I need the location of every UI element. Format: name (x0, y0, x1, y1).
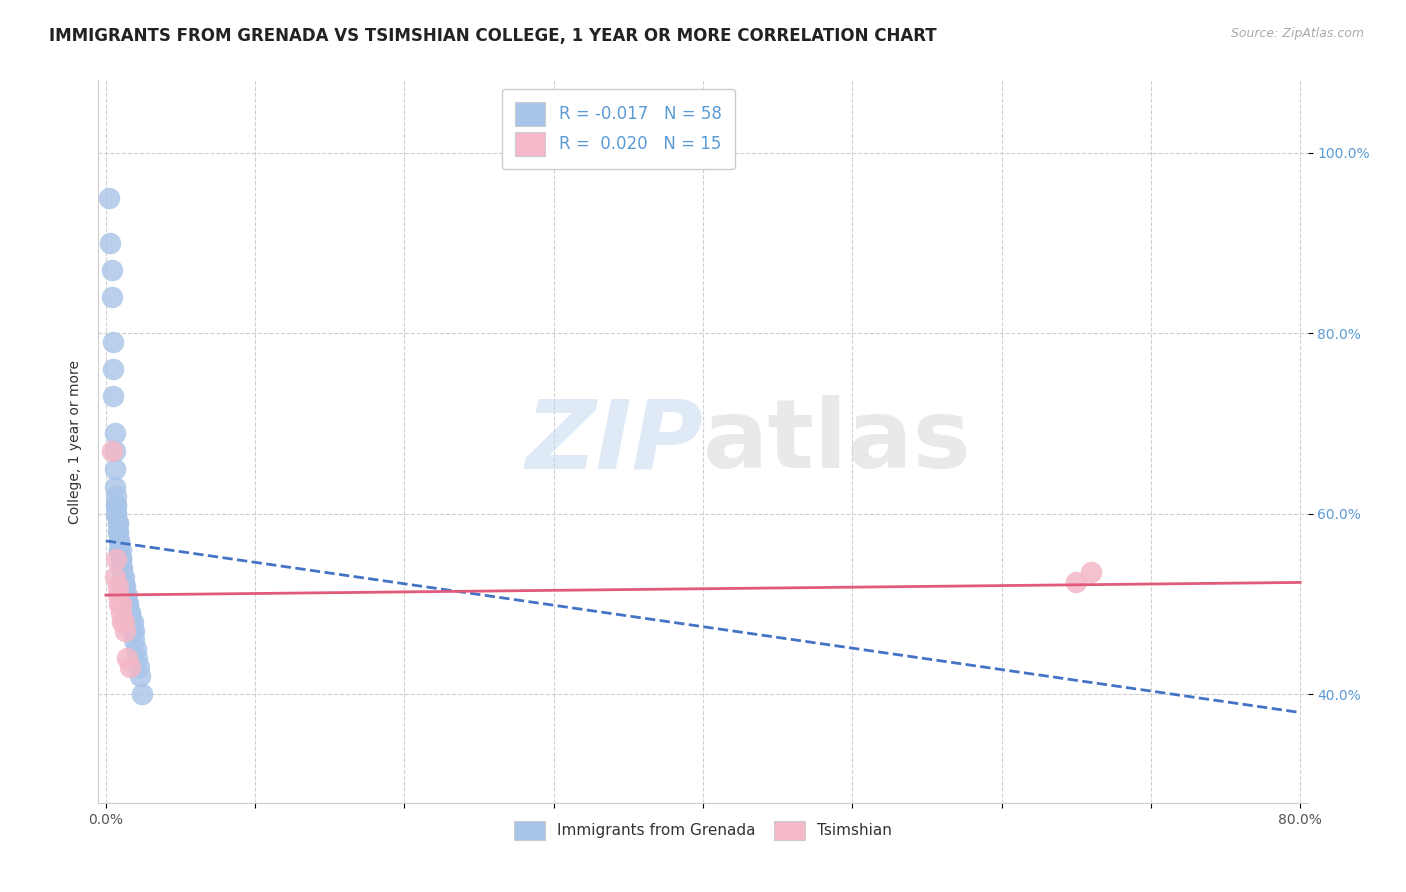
Point (107, 524, 129, 539)
Point (114, 588, 136, 602)
Point (114, 588, 136, 602)
Point (125, 642, 148, 657)
Point (101, 263, 124, 277)
Point (110, 552, 132, 566)
Point (97, 191, 120, 205)
Point (117, 606, 139, 620)
Point (104, 461, 127, 475)
Text: Source: ZipAtlas.com: Source: ZipAtlas.com (1230, 27, 1364, 40)
Point (101, 290, 124, 304)
Point (114, 579, 136, 593)
Point (129, 669, 152, 683)
Point (120, 615, 142, 630)
Point (112, 570, 135, 584)
Point (118, 660, 141, 674)
Point (115, 597, 138, 611)
Point (111, 570, 134, 584)
Point (105, 552, 128, 566)
Point (107, 524, 129, 539)
Point (112, 579, 135, 593)
Point (108, 533, 131, 548)
Y-axis label: College, 1 year or more: College, 1 year or more (67, 359, 82, 524)
Point (1080, 566, 1102, 580)
Point (104, 570, 127, 584)
Point (104, 480, 127, 494)
Point (104, 425, 127, 440)
Point (131, 687, 153, 701)
Point (105, 498, 128, 512)
Point (122, 624, 145, 639)
Point (111, 570, 134, 584)
Point (103, 335, 125, 350)
Point (104, 443, 127, 458)
Point (105, 507, 128, 521)
Point (115, 588, 138, 602)
Point (110, 552, 132, 566)
Point (118, 606, 141, 620)
Point (110, 542, 132, 557)
Text: ZIP: ZIP (524, 395, 703, 488)
Point (121, 624, 143, 639)
Point (111, 615, 134, 630)
Point (105, 489, 128, 503)
Point (110, 552, 132, 566)
Point (110, 606, 132, 620)
Point (122, 633, 145, 648)
Point (105, 498, 128, 512)
Text: IMMIGRANTS FROM GRENADA VS TSIMSHIAN COLLEGE, 1 YEAR OR MORE CORRELATION CHART: IMMIGRANTS FROM GRENADA VS TSIMSHIAN COL… (49, 27, 936, 45)
Point (111, 561, 134, 575)
Point (117, 597, 139, 611)
Point (107, 516, 129, 530)
Point (107, 579, 129, 593)
Point (108, 542, 131, 557)
Point (1064, 574, 1087, 589)
Point (108, 597, 131, 611)
Point (127, 651, 149, 665)
Point (120, 615, 142, 630)
Point (107, 516, 129, 530)
Point (115, 651, 138, 665)
Point (103, 389, 125, 403)
Point (112, 615, 135, 630)
Point (110, 597, 132, 611)
Point (98, 235, 121, 250)
Point (117, 597, 139, 611)
Point (110, 561, 132, 575)
Point (108, 542, 131, 557)
Point (107, 588, 129, 602)
Point (101, 443, 124, 458)
Point (108, 533, 131, 548)
Point (112, 579, 135, 593)
Point (105, 507, 128, 521)
Point (118, 606, 141, 620)
Point (128, 660, 150, 674)
Point (114, 624, 136, 639)
Point (103, 362, 125, 376)
Legend: Immigrants from Grenada, Tsimshian: Immigrants from Grenada, Tsimshian (508, 815, 898, 846)
Point (115, 597, 138, 611)
Point (121, 615, 143, 630)
Text: atlas: atlas (703, 395, 972, 488)
Point (110, 561, 132, 575)
